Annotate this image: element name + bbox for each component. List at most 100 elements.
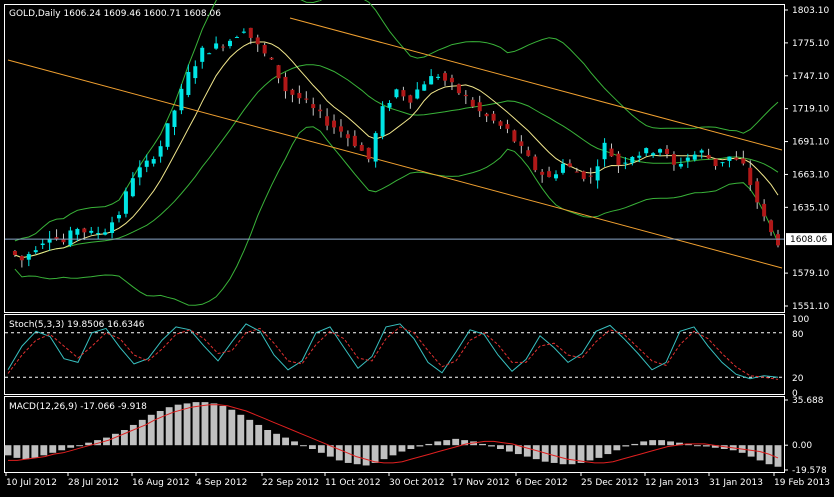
macd-histogram-bar — [604, 445, 612, 455]
macd-histogram-bar — [398, 445, 406, 452]
candle-body — [644, 148, 649, 154]
candle-body — [373, 133, 378, 162]
candle-body — [227, 40, 232, 47]
macd-histogram-bar — [94, 440, 101, 446]
macd-tick-label: 0.00 — [792, 441, 812, 451]
stoch-level-label: 0 — [792, 389, 798, 399]
candle-body — [755, 181, 760, 203]
candle-body — [276, 65, 281, 79]
macd-histogram-bar — [67, 445, 75, 448]
macd-histogram-bar — [210, 403, 218, 446]
macd-histogram-bar — [658, 440, 666, 446]
candle-body — [734, 157, 739, 160]
candle-body — [449, 77, 454, 83]
candle-body — [484, 113, 489, 117]
candle-body — [706, 155, 711, 159]
macd-histogram-bar — [129, 424, 137, 446]
candle-body — [422, 84, 427, 91]
candle-body — [623, 162, 628, 164]
candle-body — [96, 233, 101, 235]
candle-body — [200, 47, 205, 62]
candle-body — [366, 147, 371, 160]
candle-body — [616, 153, 621, 166]
macd-histogram-bar — [631, 443, 639, 446]
candle-body — [248, 27, 253, 38]
macd-histogram-bar — [532, 445, 540, 460]
macd-histogram-bar — [49, 445, 57, 453]
candle-body — [262, 45, 267, 54]
candle-body — [179, 88, 184, 111]
candle-body — [637, 155, 642, 158]
candle-body — [75, 229, 80, 235]
macd-histogram-bar — [156, 411, 164, 446]
stoch-level-label: 20 — [792, 374, 804, 384]
candle-body — [12, 250, 17, 256]
bollinger-lower — [14, 126, 779, 306]
stoch-level-label: 80 — [792, 330, 804, 340]
macd-histogram-bar — [22, 445, 30, 460]
candle-body — [158, 146, 163, 157]
time-tick-label: 17 Nov 2012 — [452, 478, 510, 488]
macd-histogram-bar — [577, 445, 585, 463]
candle-body — [103, 232, 108, 235]
candle-body — [123, 191, 128, 214]
candle-body — [727, 156, 732, 161]
macd-histogram-bar — [550, 445, 558, 463]
macd-histogram-bar — [344, 445, 352, 463]
macd-histogram-bar — [237, 414, 245, 446]
candle-body — [456, 84, 461, 94]
candle-body — [540, 171, 545, 175]
stoch-level-label: 100 — [792, 315, 809, 325]
macd-histogram-bar — [380, 445, 388, 460]
macd-histogram-bar — [497, 445, 504, 450]
time-tick-label: 28 Jul 2012 — [68, 478, 119, 488]
price-tick-label: 1747.10 — [792, 72, 829, 82]
macd-panel-title: MACD(12,26,9) -17.066 -9.918 — [9, 402, 147, 412]
price-tick-label: 1719.10 — [792, 105, 829, 115]
candle-body — [68, 230, 73, 246]
candle-body — [137, 167, 142, 178]
candle-body — [110, 222, 115, 233]
macd-histogram-bar — [452, 438, 460, 446]
candle-body — [380, 106, 385, 136]
candle-body — [387, 102, 392, 108]
candle-body — [685, 157, 690, 161]
time-tick-label: 31 Jan 2013 — [709, 478, 763, 488]
candle-body — [408, 95, 413, 103]
candle-body — [151, 159, 156, 164]
macd-histogram-bar — [201, 402, 209, 446]
macd-histogram-bar — [219, 405, 227, 446]
macd-histogram-bar — [317, 445, 325, 453]
candle-body — [519, 141, 524, 146]
macd-histogram-bar — [4, 445, 12, 456]
current-price-label-bg — [786, 233, 832, 246]
price-panel-frame — [4, 4, 785, 313]
macd-histogram-bar — [13, 445, 21, 458]
candle-body — [186, 71, 191, 95]
candle-body — [221, 46, 226, 48]
candle-body — [172, 110, 177, 127]
candle-body — [33, 250, 38, 253]
candle-body — [297, 92, 302, 99]
current-price-label: 1608.06 — [790, 235, 827, 245]
macd-histogram-bar — [335, 445, 343, 461]
candle-body — [311, 104, 316, 109]
time-tick-label: 10 Jul 2012 — [6, 478, 57, 488]
macd-histogram-bar — [685, 443, 692, 446]
candle-body — [581, 171, 586, 179]
candle-body — [165, 123, 170, 147]
macd-histogram-bar — [595, 445, 603, 458]
macd-histogram-bar — [103, 437, 110, 446]
macd-signal-line — [8, 404, 779, 464]
candle-body — [443, 73, 448, 81]
candle-body — [651, 153, 656, 156]
macd-layer — [4, 402, 782, 467]
candle-body — [470, 99, 475, 107]
candle-body — [567, 163, 572, 167]
price-tick-label: 1663.10 — [792, 170, 829, 180]
price-tick-label: 1691.10 — [792, 138, 829, 148]
macd-histogram-bar — [183, 403, 191, 446]
macd-histogram-bar — [300, 445, 307, 447]
